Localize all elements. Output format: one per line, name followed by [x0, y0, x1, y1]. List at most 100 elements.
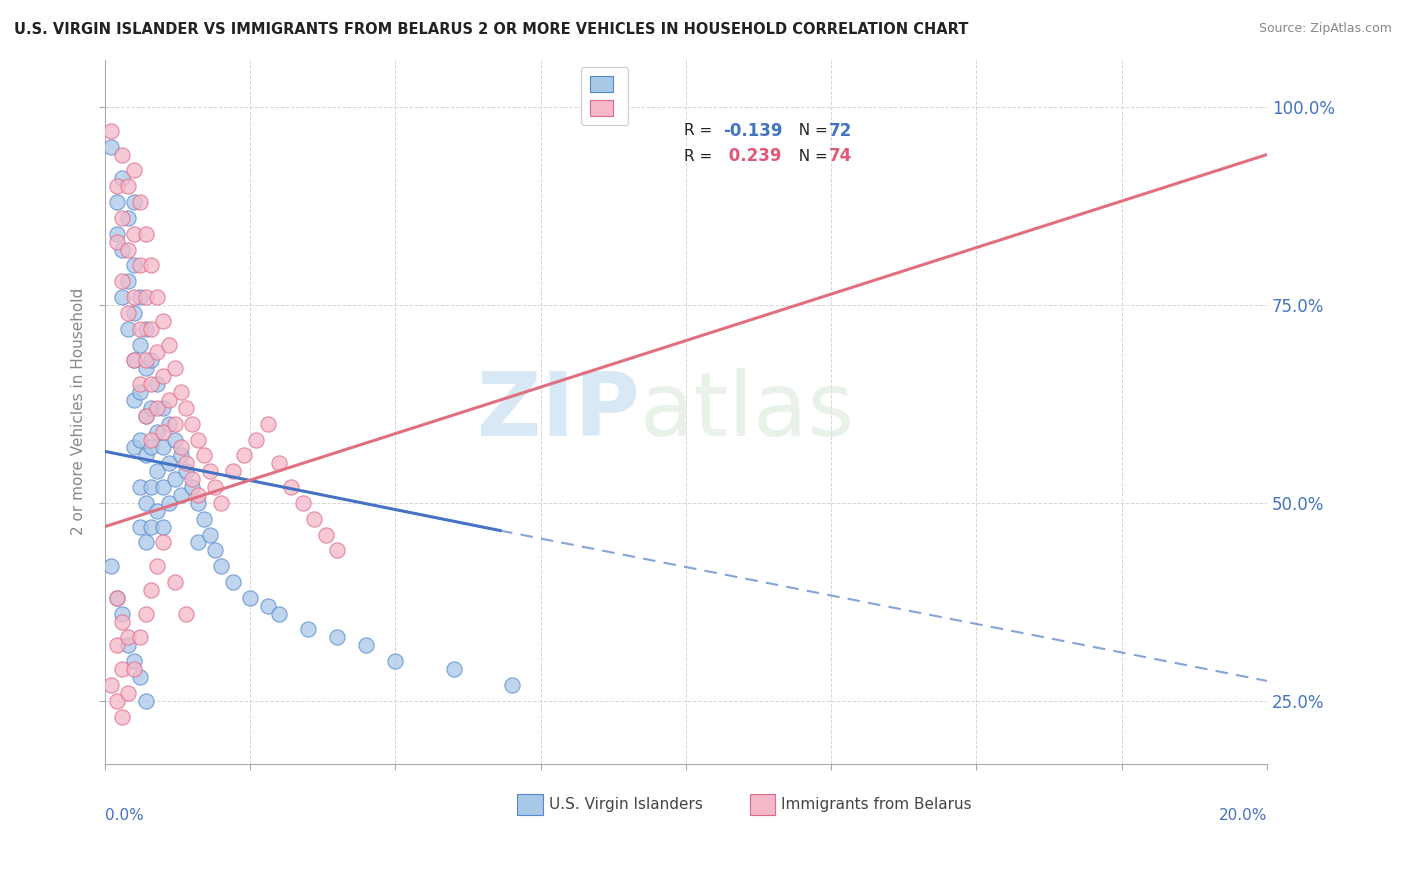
Point [269, 607, 291, 621]
Point [141, 433, 163, 447]
Text: N =: N = [789, 149, 832, 164]
Point [233, 448, 256, 462]
Point [117, 306, 139, 320]
Point [256, 599, 278, 613]
Point [128, 290, 150, 304]
Point [326, 631, 349, 645]
Point [128, 337, 150, 351]
Point [111, 211, 134, 225]
Point [356, 638, 378, 652]
Point [176, 464, 198, 478]
Text: ZIP: ZIP [477, 368, 640, 455]
Point [222, 464, 245, 478]
Point [117, 211, 139, 225]
Point [222, 574, 245, 589]
Point [141, 519, 163, 533]
Point [169, 488, 191, 502]
Point [135, 496, 157, 510]
Point [122, 195, 145, 210]
Point [117, 631, 139, 645]
Point [128, 195, 150, 210]
Point [117, 243, 139, 257]
Point [157, 337, 180, 351]
Point [141, 441, 163, 455]
Point [152, 401, 174, 415]
Text: -0.139: -0.139 [723, 122, 783, 140]
Point [122, 306, 145, 320]
Point [187, 496, 209, 510]
Point [122, 227, 145, 241]
Point [269, 456, 291, 470]
Point [209, 496, 232, 510]
Point [239, 591, 262, 605]
Text: 72: 72 [828, 122, 852, 140]
Point [111, 147, 134, 161]
Point [245, 433, 267, 447]
Point [193, 511, 215, 525]
Text: N =: N = [789, 123, 832, 138]
Point [141, 259, 163, 273]
Point [198, 527, 221, 541]
Point [105, 179, 128, 194]
Point [111, 290, 134, 304]
Point [117, 638, 139, 652]
Point [176, 401, 198, 415]
Point [209, 559, 232, 574]
Point [117, 179, 139, 194]
Point [111, 662, 134, 676]
Text: R =: R = [683, 149, 717, 164]
Point [122, 163, 145, 178]
Point [384, 654, 406, 668]
Point [198, 464, 221, 478]
Point [291, 496, 314, 510]
Text: 74: 74 [828, 147, 852, 165]
Point [128, 377, 150, 392]
Point [135, 694, 157, 708]
Point [100, 678, 122, 692]
Point [100, 139, 122, 153]
Point [141, 377, 163, 392]
Point [280, 480, 302, 494]
Point [111, 171, 134, 186]
Point [302, 511, 325, 525]
Point [100, 559, 122, 574]
Point [135, 361, 157, 376]
Point [111, 607, 134, 621]
Point [163, 574, 186, 589]
Point [135, 535, 157, 549]
Y-axis label: 2 or more Vehicles in Household: 2 or more Vehicles in Household [72, 288, 86, 535]
Point [152, 425, 174, 439]
Text: atlas: atlas [640, 368, 855, 455]
Point [117, 274, 139, 288]
Point [122, 654, 145, 668]
Point [146, 345, 169, 359]
Point [122, 662, 145, 676]
Point [146, 559, 169, 574]
Point [105, 227, 128, 241]
Point [297, 623, 319, 637]
Point [152, 314, 174, 328]
Point [187, 488, 209, 502]
Point [204, 480, 226, 494]
Bar [517, 794, 543, 814]
Point [128, 433, 150, 447]
Point [141, 582, 163, 597]
Point [193, 448, 215, 462]
Point [256, 417, 278, 431]
Text: 0.239: 0.239 [723, 147, 782, 165]
Point [122, 290, 145, 304]
Point [122, 353, 145, 368]
Point [122, 441, 145, 455]
Point [111, 709, 134, 723]
Text: 0.0%: 0.0% [105, 808, 143, 823]
Point [128, 384, 150, 399]
Point [169, 448, 191, 462]
Point [315, 527, 337, 541]
Point [135, 448, 157, 462]
Point [122, 392, 145, 407]
Point [128, 519, 150, 533]
Point [157, 496, 180, 510]
Point [163, 472, 186, 486]
Point [146, 377, 169, 392]
Point [181, 480, 204, 494]
